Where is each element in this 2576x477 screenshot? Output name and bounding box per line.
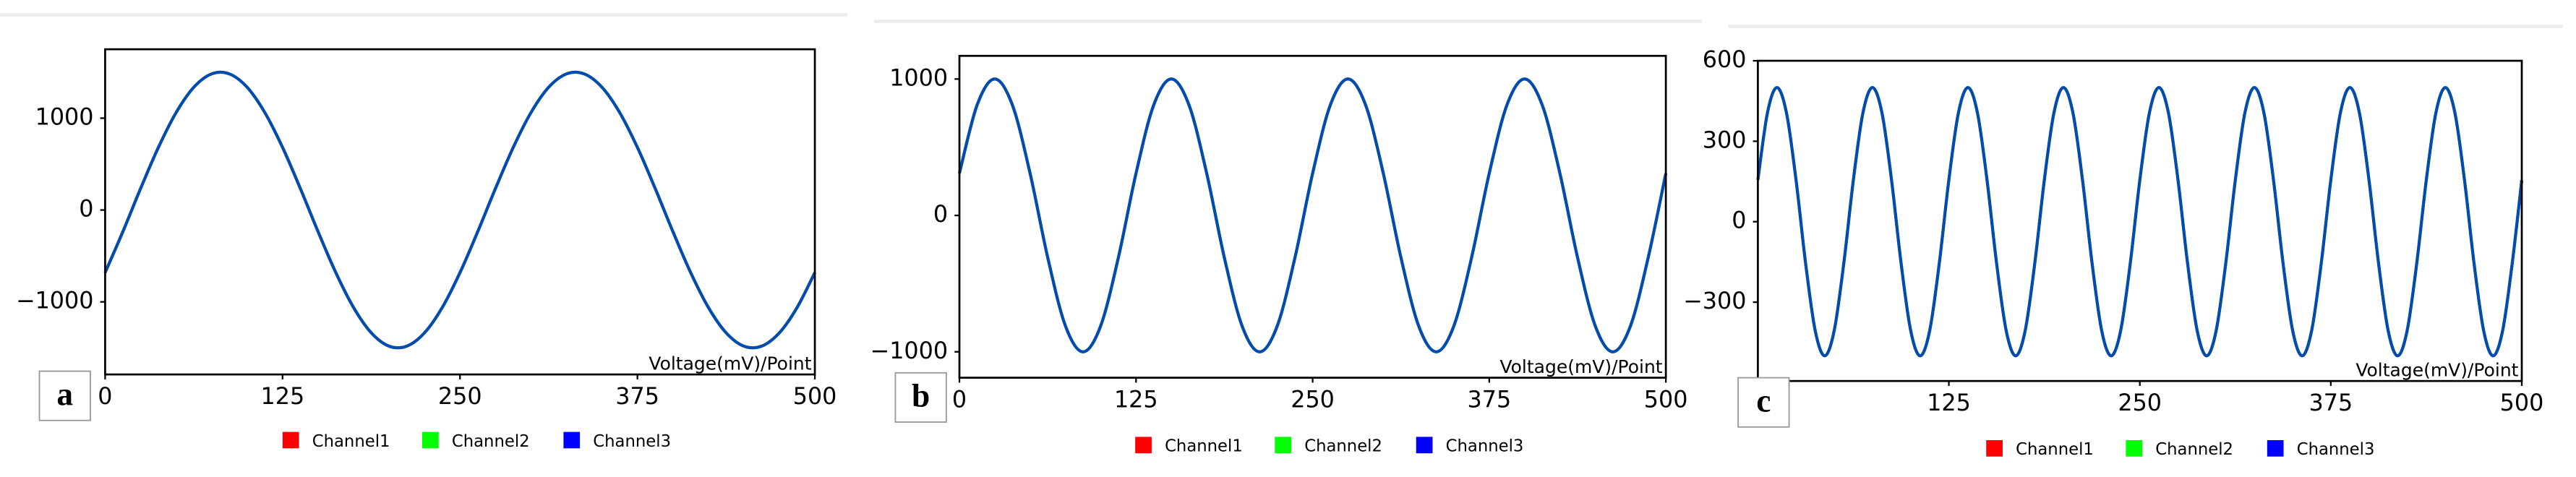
y-tick-label: 1000 — [889, 64, 948, 91]
plot-frame — [104, 48, 816, 376]
panel-label-box — [894, 371, 947, 423]
legend-swatch — [1416, 437, 1433, 454]
legend-label: Channel2 — [452, 432, 530, 451]
legend-swatch — [563, 431, 581, 449]
plot-frame — [1757, 59, 2523, 382]
panel-header — [873, 20, 1703, 23]
legend-swatch — [2126, 439, 2143, 457]
legend-label: Channel1 — [1165, 437, 1243, 456]
panel-header — [0, 13, 848, 17]
x-tick-label: 375 — [1468, 385, 1512, 413]
y-tick-label: 1000 — [35, 103, 94, 130]
legend-swatch — [1986, 439, 2003, 457]
y-tick-label: 0 — [933, 200, 948, 228]
legend-label: Channel1 — [312, 432, 390, 451]
y-tick-label: 600 — [1703, 46, 1747, 73]
legend-label: Channel2 — [2155, 440, 2233, 459]
legend-swatch — [422, 431, 439, 449]
panel-label-box — [1737, 377, 1790, 428]
y-tick-label: −300 — [1683, 287, 1746, 314]
panel-header — [1728, 25, 2563, 28]
legend-label: Channel3 — [1446, 437, 1524, 456]
legend-swatch — [2267, 439, 2284, 457]
x-tick-label: 375 — [615, 382, 659, 410]
legend-swatch — [282, 431, 299, 449]
legend-swatch — [1135, 437, 1152, 454]
y-tick-label: −1000 — [16, 287, 94, 314]
panel-label: c — [1756, 382, 1771, 418]
x-tick-label: 125 — [1114, 385, 1158, 413]
y-tick-label: 300 — [1703, 126, 1747, 153]
x-tick-label: 500 — [2500, 389, 2544, 416]
y-tick-label: 0 — [79, 195, 93, 223]
x-axis-label: Voltage(mV)/Point — [2355, 360, 2518, 381]
x-tick-label: 375 — [2309, 389, 2353, 416]
y-tick-label: −1000 — [870, 337, 949, 364]
series-line — [958, 77, 1668, 353]
legend-swatch — [1275, 437, 1292, 454]
series-line — [103, 70, 816, 350]
x-tick-label: 500 — [793, 382, 837, 410]
series-line — [1756, 86, 2524, 358]
plot-frame — [958, 54, 1667, 379]
x-tick-label: 250 — [1291, 385, 1335, 413]
x-tick-label: 500 — [1644, 385, 1688, 413]
x-tick-label: 125 — [260, 382, 304, 410]
x-tick-label: 125 — [1927, 389, 1971, 416]
y-tick-label: 0 — [1732, 207, 1746, 234]
series-line — [1756, 86, 2524, 358]
panel-label: b — [912, 378, 930, 414]
legend-label: Channel3 — [593, 432, 671, 451]
x-axis-label: Voltage(mV)/Point — [649, 353, 811, 374]
legend-label: Channel2 — [1304, 437, 1382, 456]
panel-label: a — [56, 376, 73, 412]
x-tick-label: 0 — [952, 385, 967, 413]
series-line — [958, 77, 1668, 353]
legend-label: Channel1 — [2016, 440, 2094, 459]
x-tick-label: 250 — [2118, 389, 2162, 416]
x-tick-label: 250 — [438, 382, 482, 410]
legend-label: Channel3 — [2297, 440, 2375, 459]
series-line — [1756, 86, 2524, 358]
panel-label-box — [38, 370, 91, 421]
x-axis-label: Voltage(mV)/Point — [1499, 356, 1662, 377]
series-line — [958, 77, 1668, 353]
x-tick-label: 0 — [98, 382, 112, 410]
